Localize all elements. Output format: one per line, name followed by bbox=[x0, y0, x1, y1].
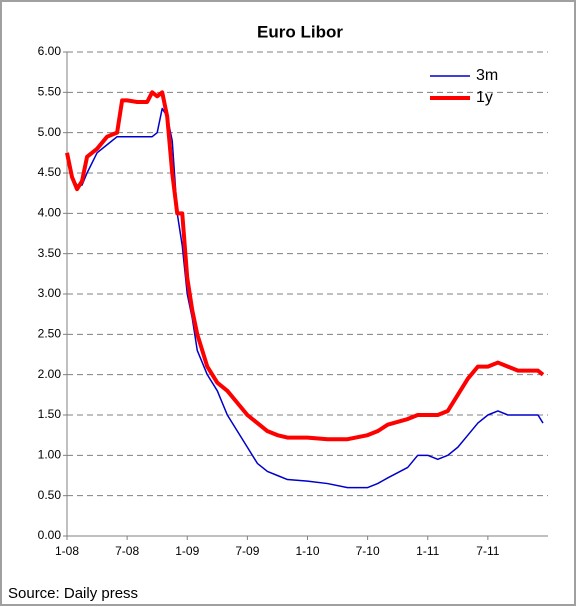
y-tick-label: 2.50 bbox=[38, 327, 62, 341]
chart-title: Euro Libor bbox=[257, 22, 343, 41]
y-tick-label: 5.00 bbox=[38, 125, 62, 139]
y-tick-label: 6.00 bbox=[38, 44, 62, 58]
x-tick-label: 1-10 bbox=[295, 544, 319, 558]
x-tick-label: 1-11 bbox=[416, 544, 439, 558]
y-tick-label: 1.00 bbox=[38, 448, 62, 462]
x-tick-label: 7-11 bbox=[476, 544, 499, 558]
source-note: Source: Daily press bbox=[8, 585, 138, 602]
x-tick-label: 7-10 bbox=[356, 544, 380, 558]
y-tick-label: 4.50 bbox=[38, 165, 62, 179]
x-tick-label: 7-08 bbox=[115, 544, 139, 558]
legend-label: 1y bbox=[476, 89, 493, 106]
y-tick-label: 3.50 bbox=[38, 246, 62, 260]
x-tick-label: 1-09 bbox=[175, 544, 199, 558]
y-tick-label: 5.50 bbox=[38, 85, 62, 99]
legend-label: 3m bbox=[476, 67, 498, 84]
y-tick-label: 0.50 bbox=[38, 488, 62, 502]
y-tick-label: 4.00 bbox=[38, 206, 62, 220]
y-tick-label: 1.50 bbox=[38, 407, 62, 421]
series-line bbox=[66, 107, 544, 489]
series-line bbox=[65, 90, 545, 442]
y-tick-label: 3.00 bbox=[38, 286, 62, 300]
y-tick-label: 2.00 bbox=[38, 367, 62, 381]
x-tick-label: 7-09 bbox=[235, 544, 259, 558]
y-tick-label: 0.00 bbox=[38, 528, 62, 542]
x-tick-label: 1-08 bbox=[55, 544, 79, 558]
